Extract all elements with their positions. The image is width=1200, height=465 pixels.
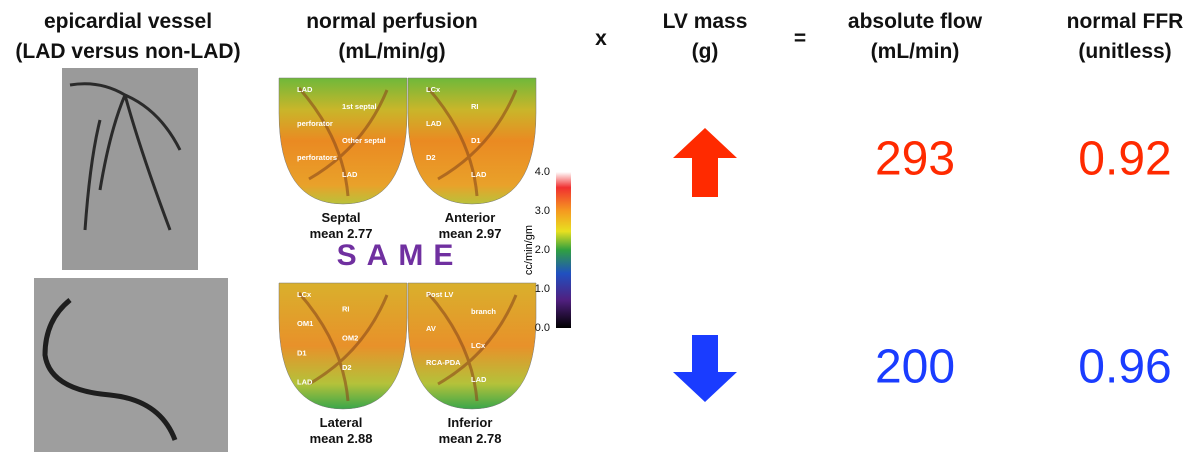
anatomy-label: LAD (342, 170, 358, 179)
down-arrow (673, 335, 737, 402)
colorbar-tick: 1.0 (535, 283, 550, 295)
anatomy-label: AV (426, 324, 436, 333)
anatomy-label: OM1 (297, 319, 313, 328)
perfusion-map (407, 282, 537, 410)
colorbar (556, 172, 571, 328)
anatomy-label: LAD (471, 170, 487, 179)
map-name: Anterior (445, 210, 496, 225)
vessel (426, 292, 518, 402)
angiogram-lad (62, 68, 198, 270)
header: (g) (692, 40, 719, 63)
header: absolute flow (848, 10, 983, 33)
anatomy-label: LCx (471, 341, 486, 350)
colorbar-tick: 3.0 (535, 205, 550, 217)
up-arrow (673, 128, 737, 197)
flow-high: 293 (875, 133, 955, 186)
anatomy-label: Other septal (342, 136, 386, 145)
header: (LAD versus non-LAD) (15, 40, 240, 63)
vessel (426, 87, 518, 197)
anatomy-label: branch (471, 307, 496, 316)
times-sign: x (595, 27, 607, 50)
anatomy-label: perforator (297, 119, 333, 128)
vessel (297, 87, 389, 197)
perfusion-maps: LAD 1st septal perforator Other septal perfo… (278, 77, 537, 446)
anatomy-label: LAD (471, 375, 487, 384)
vessel (297, 292, 389, 402)
angiogram-rca (34, 278, 228, 452)
header: (mL/min) (871, 40, 960, 63)
ffr-low: 0.96 (1078, 341, 1171, 394)
equals-sign: = (794, 27, 806, 50)
anatomy-label: D1 (297, 348, 307, 357)
map-mean: mean 2.78 (439, 431, 502, 446)
anatomy-label: RI (471, 102, 479, 111)
colorbar-label: cc/min/gm (523, 225, 535, 275)
anatomy-label: LCx (426, 85, 441, 94)
header: LV mass (663, 10, 748, 33)
header: normal FFR (1067, 10, 1184, 33)
header: (mL/min/g) (338, 40, 445, 63)
map-mean: mean 2.88 (310, 431, 373, 446)
flow-low: 200 (875, 341, 955, 394)
header: normal perfusion (306, 10, 478, 33)
anatomy-label: 1st septal (342, 102, 377, 111)
anatomy-label: LAD (426, 119, 442, 128)
anatomy-label: Post LV (426, 290, 453, 299)
perfusion-map (278, 282, 408, 410)
anatomy-label: D1 (471, 136, 481, 145)
same-label: SAME (337, 239, 464, 272)
anatomy-label: RCA-PDA (426, 358, 461, 367)
anatomy-label: D2 (426, 153, 436, 162)
colorbar-tick: 2.0 (535, 244, 550, 256)
anatomy-label: RI (342, 305, 350, 314)
anatomy-label: D2 (342, 363, 352, 372)
anatomy-label: OM2 (342, 334, 358, 343)
anatomy-label: perforators (297, 153, 337, 162)
anatomy-label: LAD (297, 85, 313, 94)
anatomy-label: LAD (297, 377, 313, 386)
map-name: Lateral (320, 415, 363, 430)
map-name: Septal (321, 210, 360, 225)
header: epicardial vessel (44, 10, 212, 33)
ffr-high: 0.92 (1078, 133, 1171, 186)
anatomy-label: LCx (297, 290, 312, 299)
perfusion-map (407, 77, 537, 205)
header: (unitless) (1078, 40, 1171, 63)
map-mean: mean 2.77 (310, 226, 373, 241)
perfusion-map (278, 77, 408, 205)
map-name: Inferior (448, 415, 493, 430)
colorbar-tick: 4.0 (535, 166, 550, 178)
colorbar-tick: 0.0 (535, 322, 550, 334)
map-mean: mean 2.97 (439, 226, 502, 241)
